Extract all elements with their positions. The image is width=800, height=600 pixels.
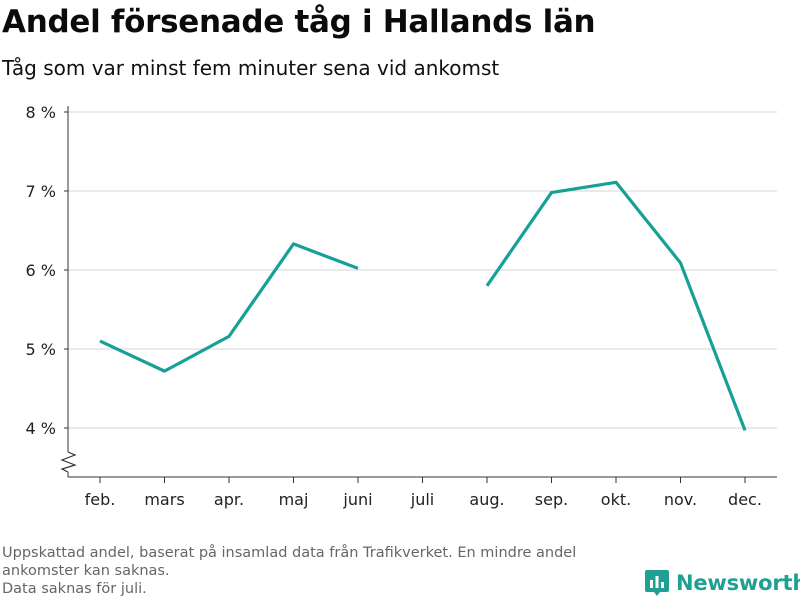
footnote-line: ankomster kan saknas. — [2, 562, 642, 580]
newsworthy-logo-icon — [644, 568, 670, 598]
x-tick-label: juli — [410, 490, 434, 509]
x-tick-label: nov. — [664, 490, 697, 509]
brand-logo: Newsworthy — [644, 568, 800, 598]
y-tick-label: 7 % — [26, 182, 56, 201]
brand-name: Newsworthy — [676, 571, 800, 595]
line-chart: 4 % 5 % 6 % 7 % 8 % feb. mars apr. maj juni juli au… — [0, 0, 800, 540]
x-tick-label: juni — [342, 490, 372, 509]
y-tick-label: 6 % — [26, 261, 56, 280]
x-tick-label: maj — [279, 490, 309, 509]
series-line — [487, 182, 745, 430]
series-line — [100, 244, 358, 371]
y-tick-label: 4 % — [26, 419, 56, 438]
y-tick-label: 5 % — [26, 340, 56, 359]
x-tick-label: feb. — [85, 490, 116, 509]
y-tick-label: 8 % — [26, 103, 56, 122]
x-tick-label: dec. — [728, 490, 762, 509]
footnote-line: Data saknas för juli. — [2, 580, 642, 598]
x-tick-label: sep. — [535, 490, 568, 509]
x-tick-label: mars — [144, 490, 184, 509]
footnote: Uppskattad andel, baserat på insamlad da… — [2, 544, 642, 598]
x-tick-label: apr. — [214, 490, 244, 509]
x-tick-label: aug. — [469, 490, 504, 509]
footnote-line: Uppskattad andel, baserat på insamlad da… — [2, 544, 642, 562]
x-tick-label: okt. — [601, 490, 631, 509]
axis-break-icon — [62, 452, 75, 472]
